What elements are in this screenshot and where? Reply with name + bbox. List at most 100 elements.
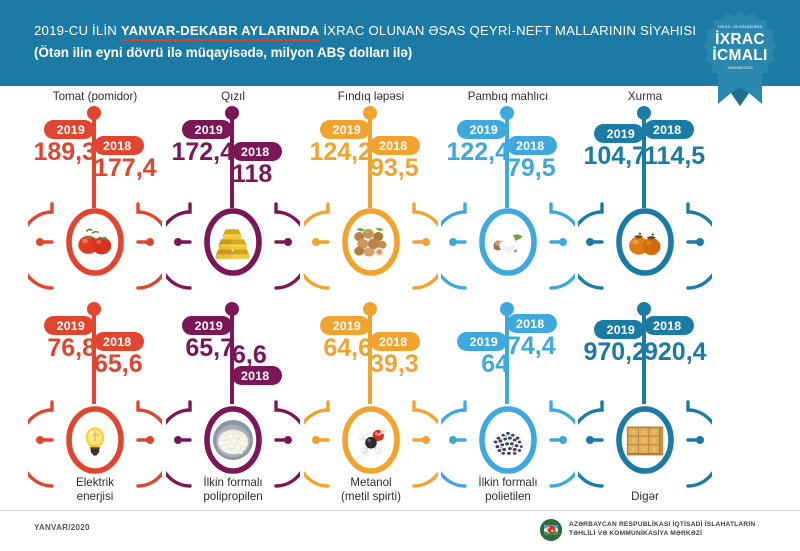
value-2019: 970,2 — [583, 338, 646, 366]
pole — [642, 113, 646, 208]
product-icon-ring — [28, 390, 162, 490]
product-icon-ring — [578, 192, 712, 292]
cotton-flower-icon — [484, 216, 532, 268]
organization-credit: AZƏRBAYCAN RESPUBLİKASI İQTİSADİ İSLAHAT… — [540, 519, 755, 541]
product-name: Qızıl — [162, 90, 304, 103]
year-2018-label: 2018 — [653, 318, 682, 333]
value-2018: 93,5 — [370, 154, 419, 182]
product-card: 2019 76,8 2018 65,6 — [24, 298, 166, 503]
value-2019: 65,7 — [185, 334, 234, 362]
year-2018-label: 2018 — [379, 138, 408, 153]
value-2019: 124,2 — [309, 138, 372, 166]
year-2019-label: 2019 — [606, 126, 635, 141]
product-name: Digər — [566, 490, 724, 504]
value-2018: 920,4 — [644, 338, 707, 366]
value-2019: 64,6 — [323, 334, 372, 362]
badge-bottom-text: YANVAR/2020 — [727, 65, 753, 70]
page-title: 2019-CU İLİN YANVAR-DEKABR AYLARINDA İXR… — [34, 22, 696, 41]
year-2019-flag: 2019 — [181, 316, 232, 335]
year-2019-flag: 2019 — [456, 332, 507, 351]
product-card: 2019 64,6 2018 39,3 — [300, 298, 442, 503]
product-card: 2019 970,2 2018 920,4 — [574, 298, 716, 503]
product-icon-ring — [441, 390, 575, 490]
year-2019-label: 2019 — [56, 122, 85, 137]
product-card: Fındıq ləpəsi 2019 124,2 2018 93,5 — [300, 88, 442, 293]
product-card: Xurma 2019 104,7 2018 114,5 — [574, 88, 716, 293]
product-row-2: 2019 76,8 2018 65,6 — [0, 298, 800, 503]
value-2018: 79,5 — [507, 154, 556, 182]
product-name: İlkin formalı polipropilen — [154, 476, 312, 503]
year-2018-label: 2018 — [103, 138, 132, 153]
org-line-1: AZƏRBAYCAN RESPUBLİKASI İQTİSADİ İSLAHAT… — [569, 521, 756, 529]
header-title-block: 2019-CU İLİN YANVAR-DEKABR AYLARINDA İXR… — [34, 22, 696, 63]
product-name-line2: enerjisi — [76, 489, 114, 503]
product-name: Metanol (metil spirti) — [292, 476, 450, 503]
value-2019: 104,7 — [583, 142, 646, 170]
organization-name: AZƏRBAYCAN RESPUBLİKASI İQTİSADİ İSLAHAT… — [569, 521, 755, 538]
tomatoes-icon — [71, 216, 119, 268]
signpost: 2019 172,4 2018 118 — [162, 106, 304, 208]
product-name: İlkin formalı polietilen — [429, 476, 587, 503]
value-2019: 64 — [481, 350, 509, 378]
year-2018-flag: 2018 — [644, 120, 695, 139]
ixrac-icmali-badge: TƏHLİL VƏ ARAŞDIRMA İXRAC İCMALI YANVAR/… — [698, 8, 782, 120]
product-name-line1: Elektrik — [75, 476, 114, 489]
ring-decoration — [166, 202, 300, 290]
year-2018-label: 2018 — [516, 138, 545, 153]
product-name: Tomat (pomidor) — [24, 90, 166, 103]
ring-decoration — [441, 202, 575, 290]
product-icon-ring — [578, 390, 712, 490]
year-2019-label: 2019 — [606, 322, 635, 337]
product-name: Elektrik enerjisi — [16, 476, 174, 503]
value-2018: 118 — [232, 160, 273, 188]
product-card: 2019 65,7 2018 6,6 — [162, 298, 304, 503]
page-subtitle: (Ötən ilin eyni dövrü ilə müqayisədə, mi… — [34, 45, 413, 60]
product-card: Tomat (pomidor) 2019 189,3 2018 177,4 — [24, 88, 166, 293]
header-banner: 2019-CU İLİN YANVAR-DEKABR AYLARINDA İXR… — [0, 0, 800, 86]
year-2018-flag: 2018 — [94, 136, 145, 155]
year-2018-label: 2018 — [241, 368, 270, 383]
azerbaijan-emblem-icon — [540, 519, 562, 541]
product-name-line1: İlkin formalı — [203, 476, 263, 489]
value-2018: 114,5 — [644, 142, 706, 170]
org-line-2: TƏHLİLİ VƏ KOMMUNİKASİYA MƏRKƏZİ — [569, 530, 703, 537]
product-name: Xurma — [574, 90, 716, 103]
hazelnuts-icon — [347, 216, 395, 268]
footer-date: YANVAR/2020 — [34, 523, 90, 532]
year-2018-flag: 2018 — [644, 316, 695, 335]
ring-decoration — [304, 400, 438, 488]
year-2019-label: 2019 — [194, 318, 223, 333]
value-2018: 6,6 — [232, 341, 267, 369]
product-row-1: Tomat (pomidor) 2019 189,3 2018 177,4 — [0, 88, 800, 293]
polypropylene-granules-icon — [209, 414, 257, 466]
cargo-boxes-icon — [621, 414, 669, 466]
title-highlight: YANVAR-DEKABR AYLARINDA — [120, 23, 320, 41]
product-card: Pambıq mahlıcı 2019 122,4 2018 79,5 — [437, 88, 579, 293]
year-2019-flag: 2019 — [319, 120, 370, 139]
pole — [230, 309, 234, 404]
product-card: Qızıl 2019 172,4 2018 118 — [162, 88, 304, 293]
value-2019: 76,8 — [47, 334, 96, 362]
year-2018-label: 2018 — [516, 316, 545, 331]
product-name-line1: Metanol — [350, 476, 392, 489]
product-name-line2: polipropilen — [203, 489, 263, 503]
product-icon-ring — [304, 192, 438, 292]
badge-line2: İCMALI — [712, 47, 768, 64]
value-2018: 177,4 — [94, 154, 157, 182]
ring-decoration — [304, 202, 438, 290]
signpost: 2019 124,2 2018 93,5 — [300, 106, 442, 208]
polyethylene-granules-icon — [484, 414, 532, 466]
ring-decoration — [28, 202, 162, 290]
year-2019-label: 2019 — [332, 318, 361, 333]
lightbulb-icon — [71, 414, 119, 466]
title-suffix: İXRAC OLUNAN ƏSAS QEYRİ-NEFT MALLARININ … — [319, 23, 697, 38]
product-icon-ring — [441, 192, 575, 292]
product-name: Fındıq ləpəsi — [300, 90, 442, 103]
product-name-line1: Xurma — [627, 90, 663, 103]
gold-bars-icon — [209, 216, 257, 268]
product-name-line2: polietilen — [485, 489, 531, 503]
ring-decoration — [578, 202, 712, 290]
signpost: 2019 64,6 2018 39,3 — [300, 302, 442, 404]
pole — [505, 113, 509, 208]
year-2019-label: 2019 — [56, 318, 85, 333]
